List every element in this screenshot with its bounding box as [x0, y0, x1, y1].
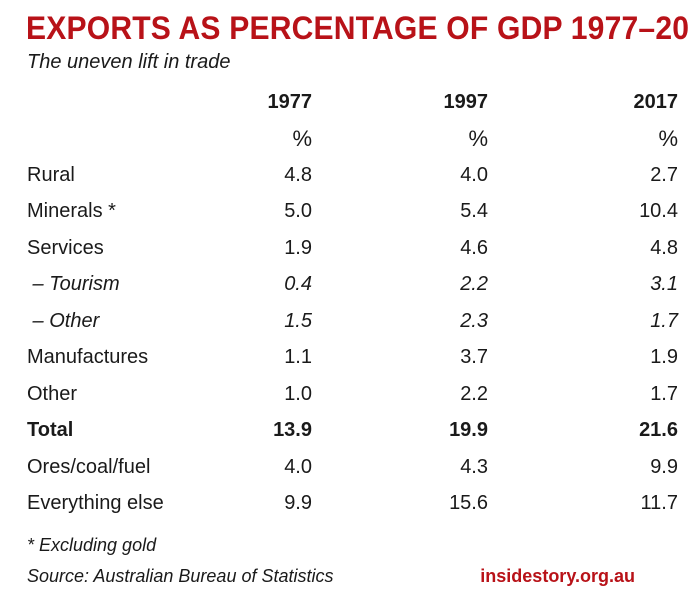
table-row: Manufactures 1.1 3.7 1.9 — [0, 340, 678, 377]
row-spacer — [0, 340, 27, 377]
cell-2017: 2.7 — [650, 163, 678, 186]
row-label: Minerals * — [27, 200, 116, 223]
cell-2017: 4.8 — [650, 236, 678, 259]
row-spacer — [0, 303, 27, 340]
cell-1977: 0.4 — [284, 273, 312, 296]
cell-1997: 2.2 — [460, 273, 488, 296]
header-spacer — [0, 84, 27, 121]
cell-1977: 1.5 — [284, 309, 312, 332]
column-header-1977: 1977 — [267, 90, 313, 113]
row-label: Manufactures — [27, 346, 149, 369]
header-row-years: 1977 1997 2017 — [0, 84, 679, 121]
cell-1997: 3.7 — [460, 346, 488, 369]
row-label: Ores/coal/fuel — [27, 455, 151, 478]
cell-2017: 21.6 — [639, 419, 678, 442]
cell-2017: 1.7 — [650, 382, 678, 405]
unit-1977: % — [292, 125, 312, 151]
exports-table: 1977 1997 2017 % % % Rural 4.8 4.0 2.7 Miner… — [0, 84, 678, 522]
cell-2017: 9.9 — [650, 455, 678, 478]
row-label: Everything else — [27, 492, 164, 515]
table-row: Services 1.9 4.6 4.8 — [0, 230, 678, 267]
row-spacer — [0, 413, 27, 450]
cell-1997: 4.6 — [460, 236, 488, 259]
table-row: Rural 4.8 4.0 2.7 — [0, 157, 678, 194]
footnote: * Excluding gold — [27, 535, 157, 555]
row-label: – Tourism — [27, 273, 120, 296]
page-subtitle: The uneven lift in trade — [27, 51, 231, 73]
cell-1997: 4.3 — [460, 455, 488, 478]
row-label: Total — [27, 419, 74, 442]
page-title: EXPORTS AS PERCENTAGE OF GDP 1977–2017 — [26, 10, 691, 46]
cell-1977: 1.0 — [284, 382, 312, 405]
row-spacer — [0, 449, 27, 486]
table-row: Ores/coal/fuel 4.0 4.3 9.9 — [0, 449, 678, 486]
brand-link[interactable]: insidestory.org.au — [480, 566, 635, 586]
cell-2017: 3.1 — [650, 273, 678, 296]
cell-1977: 9.9 — [284, 492, 312, 515]
header-label-cell — [27, 84, 227, 121]
cell-1997: 15.6 — [449, 492, 488, 515]
table-row: Other 1.0 2.2 1.7 — [0, 376, 678, 413]
units-label-cell — [27, 121, 227, 158]
cell-1977: 13.9 — [273, 419, 312, 442]
cell-1997: 2.3 — [460, 309, 488, 332]
table-row: Total 13.9 19.9 21.6 — [0, 413, 678, 450]
row-label: Rural — [27, 163, 75, 186]
row-spacer — [0, 157, 27, 194]
units-spacer — [0, 121, 27, 158]
cell-1997: 2.2 — [460, 382, 488, 405]
row-spacer — [0, 230, 27, 267]
cell-2017: 1.9 — [650, 346, 678, 369]
row-spacer — [0, 486, 27, 523]
cell-1977: 5.0 — [284, 200, 312, 223]
cell-1997: 19.9 — [449, 419, 488, 442]
cell-1997: 4.0 — [460, 163, 488, 186]
table-row: Everything else 9.9 15.6 11.7 — [0, 486, 678, 523]
unit-2017: % — [658, 125, 678, 151]
cell-2017: 10.4 — [639, 200, 678, 223]
table-row: – Other 1.5 2.3 1.7 — [0, 303, 678, 340]
column-header-1997: 1997 — [443, 90, 489, 113]
cell-1977: 4.8 — [284, 163, 312, 186]
column-header-2017: 2017 — [633, 90, 679, 113]
cell-2017: 1.7 — [650, 309, 678, 332]
header-row-units: % % % — [0, 121, 678, 158]
row-label: Services — [27, 236, 104, 259]
table-row: – Tourism 0.4 2.2 3.1 — [0, 267, 678, 304]
cell-1977: 1.9 — [284, 236, 312, 259]
table-row: Minerals * 5.0 5.4 10.4 — [0, 194, 678, 231]
table-body: Rural 4.8 4.0 2.7 Minerals * 5.0 5.4 10.4 Servic… — [0, 157, 678, 522]
row-spacer — [0, 267, 27, 304]
row-label: Other — [27, 382, 78, 405]
table-header: 1977 1997 2017 % % % — [0, 84, 679, 158]
source-note: Source: Australian Bureau of Statistics — [27, 566, 334, 586]
row-spacer — [0, 194, 27, 231]
cell-1977: 4.0 — [284, 455, 312, 478]
cell-2017: 11.7 — [640, 492, 678, 515]
cell-1997: 5.4 — [460, 200, 488, 223]
unit-1997: % — [468, 125, 488, 151]
cell-1977: 1.1 — [284, 346, 312, 369]
row-label: – Other — [27, 309, 100, 332]
row-spacer — [0, 376, 27, 413]
